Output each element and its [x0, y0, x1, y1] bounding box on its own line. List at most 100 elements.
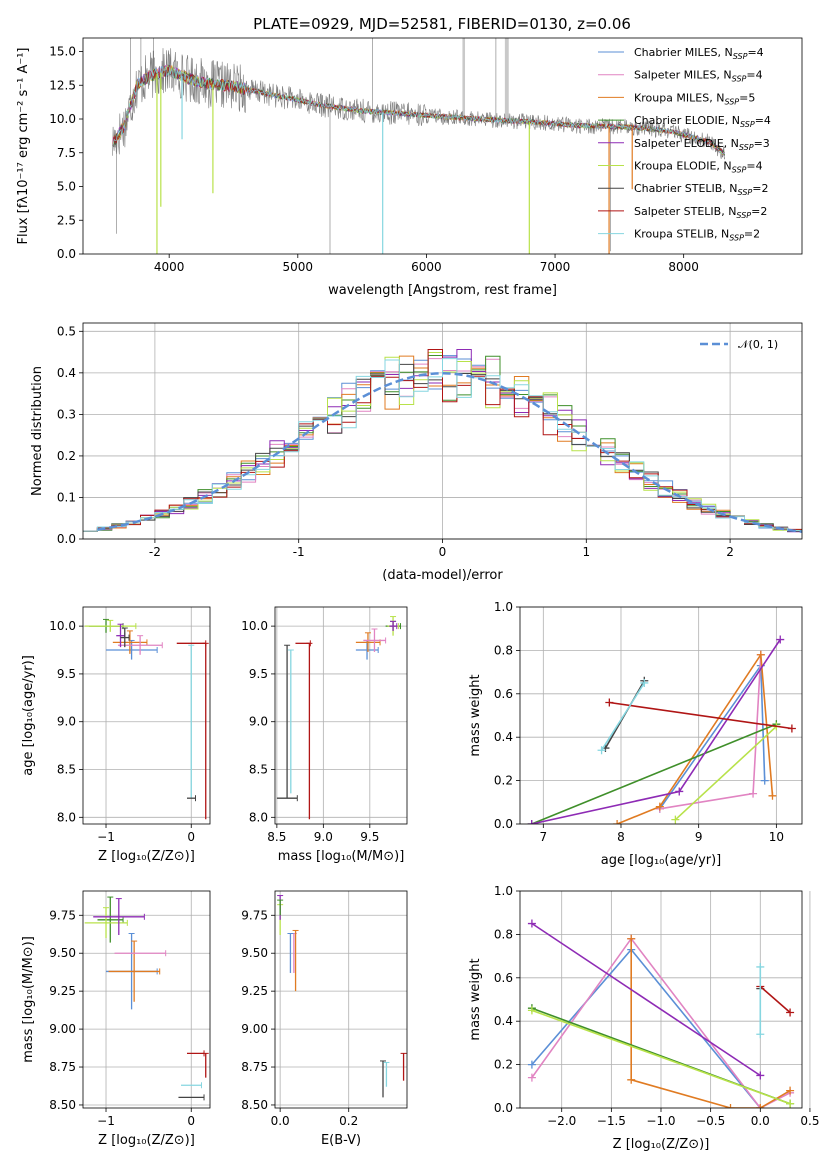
weight-line [531, 723, 777, 824]
legend-suffix: =2 [752, 182, 768, 195]
x-axis-label: Z [log₁₀(Z/Z⊙)] [613, 1137, 710, 1152]
y-tick-label: 9.50 [241, 946, 268, 960]
legend-text: Chabrier STELIB, N [634, 182, 738, 195]
y-tick-label: 0.0 [57, 532, 76, 546]
plot-age-vs-mass [276, 616, 401, 820]
weight-marker [597, 746, 606, 755]
weight-marker [655, 802, 664, 811]
panel-age-vs-mass: 8.5 9.0 9.5 8.0 8.5 9.0 9.5 10.0 mass [log₁₀(M/M… [241, 606, 408, 864]
legend-entry: Kroupa ELODIE, NSSP=4 [634, 160, 763, 175]
axes-frame [82, 322, 803, 540]
weight-marker [613, 820, 622, 824]
y-tick-label: 8.5 [57, 763, 76, 777]
legend-subscript: SSP [724, 97, 739, 106]
x-tick-label: 7 [539, 830, 547, 844]
legend-entry: Chabrier MILES, NSSP=4 [634, 46, 764, 61]
x-tick-label: 8.5 [267, 830, 286, 844]
y-tick-label: 8.75 [49, 1060, 76, 1074]
axes-frame [274, 606, 408, 825]
weight-marker [760, 776, 769, 785]
y-tick-label: 1.0 [494, 884, 513, 898]
legend-suffix: =4 [755, 114, 771, 127]
y-tick-label: 2.5 [57, 213, 76, 227]
x-axis-label: (data-model)/error [382, 568, 503, 583]
y-axis-label: Flux [fλ10⁻¹⁷ erg cm⁻² s⁻¹ A⁻¹] [16, 48, 31, 245]
y-tick-label: 8.5 [249, 763, 268, 777]
weight-marker [527, 1006, 536, 1015]
y-tick-label: 0.4 [57, 366, 76, 380]
x-tick-label: 7000 [540, 260, 571, 274]
x-tick-label: -1 [293, 545, 305, 559]
y-axis-label: mass [log₁₀(M/M⊙)] [21, 936, 36, 1063]
legend-suffix: =4 [747, 46, 763, 59]
x-axis-label: age [log₁₀(age/yr)] [601, 853, 722, 868]
x-tick-label: 1 [582, 545, 590, 559]
weight-line [630, 938, 791, 1108]
masked-region [462, 38, 466, 122]
y-tick-label: 8.0 [249, 810, 268, 824]
grid-mass-vs-Z [83, 891, 210, 1108]
legend-text: Chabrier ELODIE, N [634, 114, 740, 127]
y-axis-label: Normed distribution [30, 366, 45, 496]
y-tick-label: 0.2 [494, 774, 513, 788]
weight-marker [786, 1008, 795, 1017]
figure-title: PLATE=0929, MJD=52581, FIBERID=0130, z=0… [253, 15, 631, 33]
weight-marker [756, 962, 765, 971]
weight-marker [756, 1104, 765, 1108]
legend-suffix: =3 [754, 137, 770, 150]
weight-marker [756, 1071, 765, 1080]
y-tick-label: 0.6 [494, 687, 513, 701]
legend-suffix: =2 [751, 205, 767, 218]
panel-mass-vs-Z: −1 0 8.50 8.75 9.00 9.25 9.50 9.75 Z [log₁₀(Z/Z⊙… [21, 890, 211, 1148]
weight-marker [527, 1060, 536, 1069]
x-axis-label: Z [log₁₀(Z/Z⊙)] [98, 849, 195, 864]
weight-line [531, 937, 791, 1108]
legend-subscript: SSP [732, 75, 747, 84]
axes-frame [274, 890, 408, 1109]
x-tick-label: 8000 [668, 260, 699, 274]
legend-suffix: =2 [744, 228, 760, 241]
y-tick-label: 9.0 [249, 715, 268, 729]
model-curve [112, 65, 725, 155]
legend-entry: Salpeter ELODIE, NSSP=3 [634, 137, 770, 152]
y-tick-label: 9.75 [49, 908, 76, 922]
y-tick-label: 8.50 [49, 1098, 76, 1112]
x-tick-label: 0.0 [751, 1114, 770, 1128]
weight-marker [768, 791, 777, 800]
y-tick-label: 0.2 [494, 1058, 513, 1072]
legend-subscript: SSP [740, 120, 755, 129]
weight-marker [627, 1075, 636, 1084]
legend-subscript: SSP [736, 211, 751, 220]
y-tick-label: 1.0 [494, 600, 513, 614]
y-tick-label: 5.0 [57, 180, 76, 194]
y-tick-label: 9.25 [49, 984, 76, 998]
y-tick-label: 8.75 [241, 1060, 268, 1074]
plot-weight-vs-Z [527, 919, 795, 1108]
y-tick-label: 9.25 [241, 984, 268, 998]
axes-frame [82, 37, 803, 255]
y-tick-label: 9.5 [249, 667, 268, 681]
y-tick-label: 8.0 [57, 810, 76, 824]
weight-marker [786, 1086, 795, 1095]
legend-text: Salpeter ELODIE, N [634, 137, 739, 150]
legend-entry: Salpeter MILES, NSSP=4 [634, 69, 763, 84]
legend-text: Kroupa STELIB, N [634, 228, 729, 241]
x-tick-label: 9.0 [314, 830, 333, 844]
y-tick-label: 10.0 [49, 112, 76, 126]
y-tick-label: 9.0 [57, 715, 76, 729]
grid-mass-vs-EBV [275, 891, 407, 1108]
weight-line [759, 985, 791, 1014]
legend-subscript: SSP [732, 166, 747, 175]
weight-line [616, 652, 774, 824]
axes-frame [519, 606, 803, 825]
x-tick-label: 0.2 [339, 1114, 358, 1128]
y-tick-label: 0.0 [57, 247, 76, 261]
y-tick-label: 0.6 [494, 971, 513, 985]
y-tick-label: 0.0 [494, 1101, 513, 1115]
x-tick-label: −1.5 [597, 1114, 626, 1128]
legend-text: Kroupa MILES, N [634, 91, 724, 104]
x-tick-label: 0 [187, 1114, 195, 1128]
plot-residuals [83, 349, 802, 533]
x-tick-label: −1 [97, 830, 115, 844]
